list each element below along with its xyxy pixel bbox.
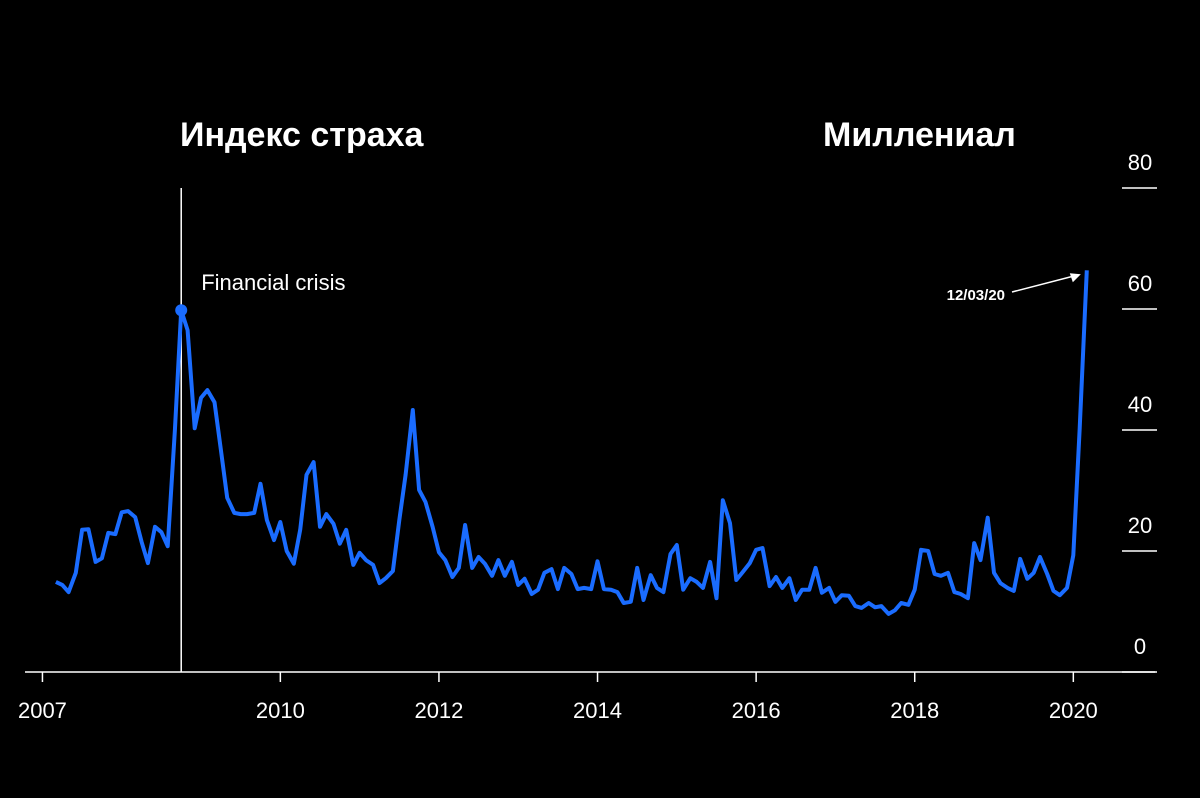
x-tick-label: 2007	[18, 698, 67, 723]
x-tick-label: 2020	[1049, 698, 1098, 723]
x-tick-label: 2010	[256, 698, 305, 723]
x-tick-label: 2018	[890, 698, 939, 723]
y-tick-label: 20	[1128, 513, 1152, 538]
y-tick-label: 80	[1128, 150, 1152, 175]
data-line	[55, 270, 1089, 616]
y-tick-label: 0	[1134, 634, 1146, 659]
y-tick-label: 40	[1128, 392, 1152, 417]
annotation-dot	[175, 304, 188, 317]
y-tick-label: 60	[1128, 271, 1152, 296]
x-tick-label: 2012	[414, 698, 463, 723]
annotation-text: 12/03/20	[947, 287, 1005, 304]
annotation-arrowhead	[1069, 273, 1081, 283]
x-tick-label: 2014	[573, 698, 622, 723]
chart-subtitle: Миллениал	[823, 116, 1016, 154]
annotation-arrow	[1011, 274, 1077, 293]
chart-title: Индекс страха	[180, 116, 425, 154]
annotation-text: Financial crisis	[201, 270, 345, 295]
x-tick-label: 2016	[732, 698, 781, 723]
